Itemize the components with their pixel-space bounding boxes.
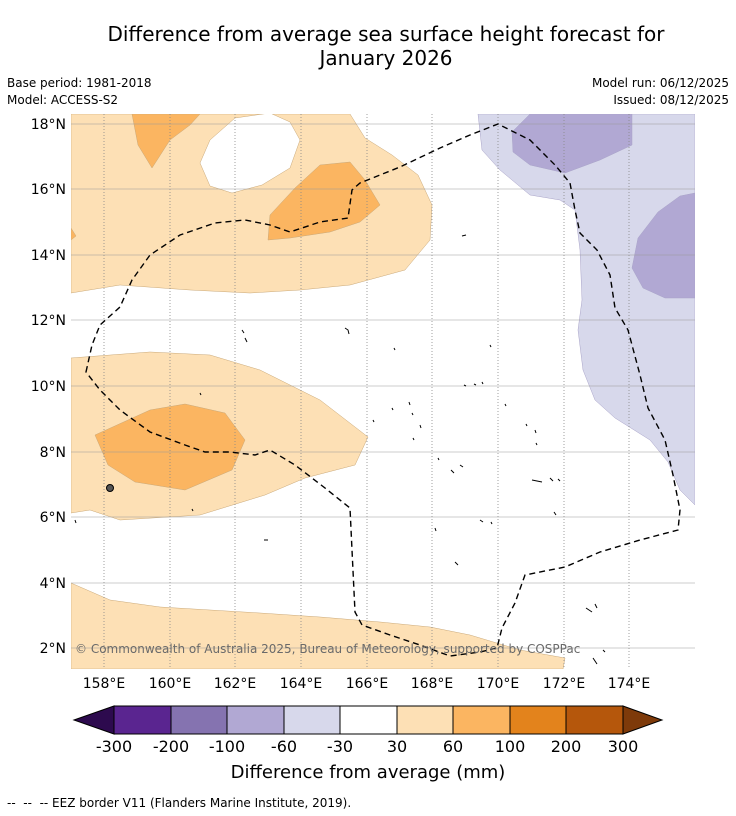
- lon-label: 168°E: [411, 676, 454, 692]
- colorbar-tick-label: -200: [153, 737, 189, 756]
- lat-label: 18°N: [31, 117, 66, 133]
- island-outline: [479, 511, 557, 525]
- colorbar-segment: [283, 705, 341, 735]
- colorbar-segment: [509, 705, 567, 735]
- colorbar-tick-label: 60: [443, 737, 463, 756]
- latitude-lines: [71, 123, 695, 649]
- colorbar-tick-label: 30: [387, 737, 407, 756]
- colorbar-segment: [113, 705, 172, 735]
- colorbar-tick-label: -30: [327, 737, 353, 756]
- lat-label: 4°N: [40, 576, 66, 592]
- island-outline: [391, 401, 414, 416]
- lat-label: 8°N: [40, 445, 66, 461]
- eez-footnote: -- -- -- EEZ border V11 (Flanders Marine…: [7, 796, 352, 810]
- longitude-labels: 158°E 160°E 162°E 164°E 166°E 168°E 170°…: [83, 676, 651, 692]
- model-name: Model: ACCESS-S2: [7, 93, 119, 107]
- title-line-1: Difference from average sea surface heig…: [107, 22, 665, 46]
- copyright-text: © Commonwealth of Australia 2025, Bureau…: [75, 642, 580, 656]
- islands: [74, 234, 606, 665]
- anomaly-region-orange-n: [267, 161, 381, 241]
- lat-label: 6°N: [40, 510, 66, 526]
- anomaly-region-lightorange-north: [71, 114, 433, 294]
- colorbar: [72, 705, 664, 735]
- colorbar-segment: [452, 705, 511, 735]
- base-period: Base period: 1981-2018: [7, 76, 152, 90]
- island-outline: [344, 327, 350, 335]
- lon-label: 162°E: [214, 676, 257, 692]
- meta-right: Model run: 06/12/2025 Issued: 08/12/2025: [592, 75, 729, 109]
- island-outline: [412, 424, 422, 441]
- colorbar-tick-label: 300: [608, 737, 639, 756]
- island-outline: [463, 381, 484, 387]
- anomaly-region-purple-north: [511, 114, 633, 174]
- anomaly-region-orange-nw: [131, 114, 201, 169]
- lon-label: 172°E: [543, 676, 586, 692]
- anomaly-region-purple-east: [631, 192, 695, 299]
- colorbar-tick-label: -300: [96, 737, 132, 756]
- anomaly-region-lightpurple: [477, 114, 695, 506]
- eez-border: [85, 123, 681, 657]
- anomaly-region-white-hole: [199, 114, 301, 194]
- island-outline: [393, 347, 396, 351]
- island-outline: [454, 561, 459, 566]
- island-outline: [74, 508, 194, 524]
- island-outline: [585, 603, 606, 665]
- lat-label: 2°N: [40, 641, 66, 657]
- island-outline: [199, 392, 202, 396]
- colorbar-segment: [226, 705, 285, 735]
- island-outline: [372, 419, 375, 423]
- lat-label: 14°N: [31, 248, 66, 264]
- anomaly-region-orange-edge: [71, 227, 77, 241]
- colorbar-title: Difference from average (mm): [231, 762, 506, 783]
- colorbar-segment: [565, 705, 624, 735]
- lon-label: 164°E: [280, 676, 323, 692]
- colorbar-tick-label: -60: [271, 737, 297, 756]
- lon-label: 158°E: [83, 676, 126, 692]
- lon-label: 170°E: [477, 676, 520, 692]
- lon-label: 174°E: [608, 676, 651, 692]
- colorbar-tick-label: 200: [551, 737, 582, 756]
- colorbar-segment: [339, 705, 398, 735]
- latitude-labels: 18°N 16°N 14°N 12°N 10°N 8°N 6°N 4°N 2°N: [31, 117, 66, 657]
- issued-date: Issued: 08/12/2025: [613, 93, 729, 107]
- colorbar-arrow-high: [622, 705, 664, 735]
- colorbar-segment: [170, 705, 228, 735]
- chart-title: Difference from average sea surface heig…: [40, 22, 732, 70]
- model-run: Model run: 06/12/2025: [591, 76, 729, 90]
- island-outline: [489, 344, 492, 348]
- anomaly-region-lightorange-south: [71, 582, 566, 669]
- island-outline: [437, 457, 464, 474]
- island-outline: [461, 234, 467, 237]
- island-outline: [504, 403, 538, 446]
- island-outline: [241, 329, 248, 343]
- map-area: [71, 114, 695, 669]
- gridlines: [103, 114, 630, 669]
- island-outline: [531, 477, 561, 483]
- lon-label: 160°E: [149, 676, 192, 692]
- colorbar-ticks: -300 -200 -100 -60 -30 30 60 100 200 300: [96, 737, 638, 756]
- island-outline: [434, 527, 437, 532]
- lat-label: 12°N: [31, 313, 66, 329]
- colorbar-tick-label: -100: [209, 737, 245, 756]
- lat-label: 10°N: [31, 379, 66, 395]
- lon-label: 166°E: [346, 676, 389, 692]
- title-line-2: January 2026: [319, 46, 453, 70]
- island-dot: [106, 484, 114, 492]
- colorbar-arrow-low: [72, 705, 115, 735]
- meta-left: Base period: 1981-2018 Model: ACCESS-S2: [7, 75, 152, 109]
- colorbar-segment: [396, 705, 454, 735]
- colorbar-tick-label: 100: [495, 737, 526, 756]
- lat-label: 16°N: [31, 182, 66, 198]
